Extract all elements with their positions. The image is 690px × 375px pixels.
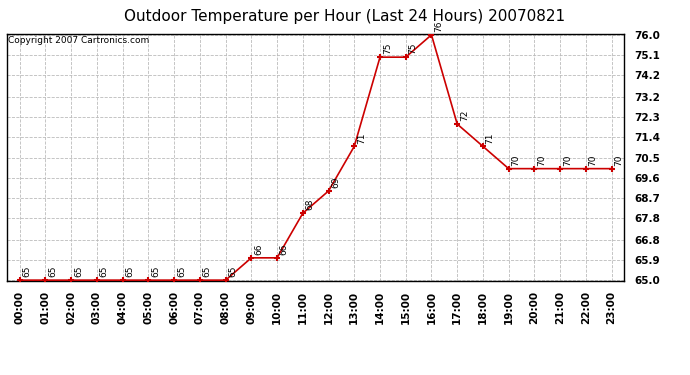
Text: 70: 70 [538, 154, 546, 166]
Text: 65: 65 [100, 266, 109, 278]
Text: 71: 71 [357, 132, 366, 144]
Text: 65: 65 [151, 266, 160, 278]
Text: 70: 70 [614, 154, 623, 166]
Text: 71: 71 [486, 132, 495, 144]
Text: 65: 65 [177, 266, 186, 278]
Text: 68: 68 [306, 199, 315, 210]
Text: Outdoor Temperature per Hour (Last 24 Hours) 20070821: Outdoor Temperature per Hour (Last 24 Ho… [124, 9, 566, 24]
Text: 76: 76 [434, 21, 443, 32]
Text: 75: 75 [383, 43, 392, 54]
Text: 70: 70 [589, 154, 598, 166]
Text: Copyright 2007 Cartronics.com: Copyright 2007 Cartronics.com [8, 36, 150, 45]
Text: 70: 70 [511, 154, 520, 166]
Text: 65: 65 [23, 266, 32, 278]
Text: 65: 65 [203, 266, 212, 278]
Text: 65: 65 [228, 266, 237, 278]
Text: 72: 72 [460, 110, 469, 121]
Text: 75: 75 [408, 43, 417, 54]
Text: 70: 70 [563, 154, 572, 166]
Text: 66: 66 [280, 243, 289, 255]
Text: 65: 65 [74, 266, 83, 278]
Text: 65: 65 [48, 266, 57, 278]
Text: 65: 65 [126, 266, 135, 278]
Text: 69: 69 [331, 177, 340, 188]
Text: 66: 66 [254, 243, 263, 255]
